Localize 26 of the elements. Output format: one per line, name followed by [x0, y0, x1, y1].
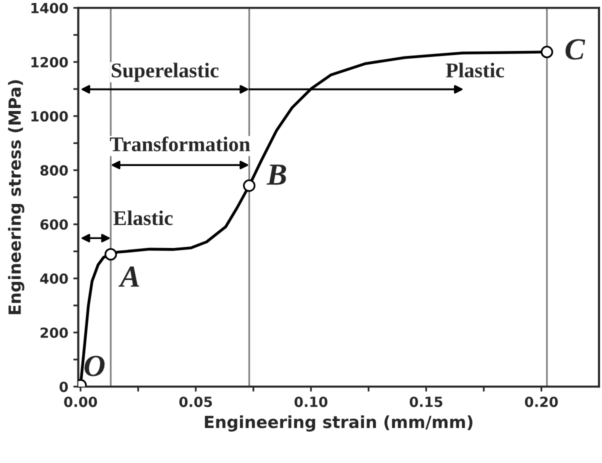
point — [243, 179, 256, 192]
x-tick-label: 0.10 — [294, 396, 328, 408]
y-tick-label: 600 — [40, 219, 68, 230]
annotation: Plastic — [446, 62, 504, 78]
y-tick-label: 1000 — [31, 111, 68, 122]
annotation: Elastic — [113, 210, 173, 226]
point — [540, 46, 554, 58]
annotation: C — [566, 39, 586, 60]
annotation: Transformation — [110, 136, 250, 152]
y-tick-label: 1400 — [31, 2, 68, 14]
annotation: Superelastic — [112, 62, 219, 82]
y-tick-label: 1200 — [31, 56, 68, 68]
y-tick-label: 400 — [40, 273, 68, 284]
annotation: A — [118, 266, 140, 287]
x-tick-label: 0.20 — [524, 396, 558, 408]
annotation: B — [266, 164, 286, 185]
y-tick-label: 200 — [40, 327, 68, 338]
x-tick-label: 0.05 — [179, 396, 212, 408]
y-tick-label: 0 — [60, 382, 68, 392]
x-tick-label: 0.15 — [410, 396, 442, 408]
y-tick-label: 800 — [40, 165, 68, 176]
point — [104, 248, 117, 261]
annotation: O — [84, 356, 105, 376]
y-axis-title: Engineering stress (MPa) — [8, 80, 24, 314]
x-axis-title: Engineering strain (mm/mm) — [204, 415, 472, 432]
x-tick-label: 0.00 — [64, 396, 98, 408]
